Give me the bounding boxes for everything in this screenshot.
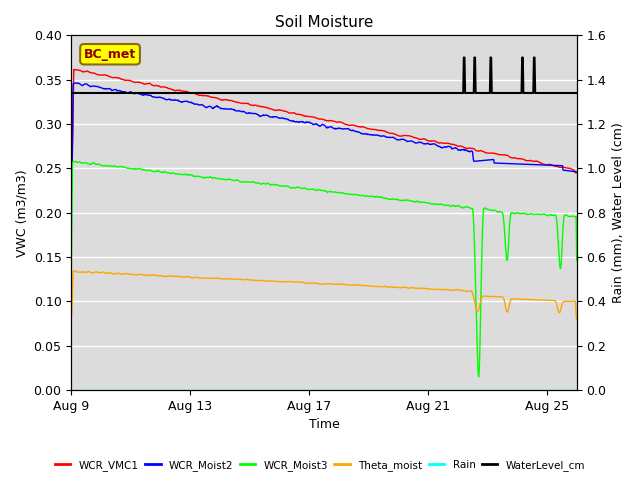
WaterLevel_cm bbox=[460, 55, 468, 60]
X-axis label: Time: Time bbox=[308, 419, 339, 432]
Line: WCR_VMC1: WCR_VMC1 bbox=[71, 69, 577, 173]
Legend: WCR_VMC1, WCR_Moist2, WCR_Moist3, Theta_moist, Rain, WaterLevel_cm: WCR_VMC1, WCR_Moist2, WCR_Moist3, Theta_… bbox=[51, 456, 589, 475]
Theta_moist bbox=[170, 273, 178, 279]
WCR_Moist3 bbox=[372, 194, 380, 200]
WCR_VMC1 bbox=[330, 119, 337, 124]
WCR_Moist2 bbox=[372, 132, 380, 138]
Theta_moist bbox=[125, 271, 133, 277]
WCR_Moist3 bbox=[330, 189, 337, 195]
WaterLevel_cm bbox=[454, 90, 461, 96]
Theta_moist bbox=[573, 316, 580, 322]
WCR_Moist3 bbox=[67, 273, 75, 279]
WCR_Moist2 bbox=[125, 90, 133, 96]
WCR_VMC1 bbox=[170, 87, 178, 93]
WCR_Moist3 bbox=[71, 158, 79, 164]
Text: BC_met: BC_met bbox=[84, 48, 136, 61]
WaterLevel_cm bbox=[573, 90, 580, 96]
WCR_Moist2 bbox=[170, 97, 178, 103]
WCR_Moist2 bbox=[454, 147, 462, 153]
Rain bbox=[125, 387, 132, 393]
Rain bbox=[136, 387, 143, 393]
WCR_Moist3 bbox=[573, 258, 580, 264]
Theta_moist bbox=[454, 287, 462, 293]
Rain bbox=[170, 387, 177, 393]
Line: Theta_moist: Theta_moist bbox=[71, 271, 577, 319]
WCR_VMC1 bbox=[454, 144, 462, 149]
WCR_Moist3 bbox=[136, 166, 144, 171]
WCR_Moist2 bbox=[72, 80, 79, 86]
Y-axis label: Rain (mm), Water Level (cm): Rain (mm), Water Level (cm) bbox=[612, 122, 625, 303]
WCR_VMC1 bbox=[70, 66, 77, 72]
WCR_Moist2 bbox=[573, 169, 580, 175]
WCR_Moist3 bbox=[454, 203, 462, 208]
Theta_moist bbox=[330, 281, 337, 287]
Theta_moist bbox=[372, 284, 380, 289]
Line: WCR_Moist3: WCR_Moist3 bbox=[71, 161, 577, 377]
WCR_Moist3 bbox=[125, 166, 133, 171]
WaterLevel_cm bbox=[136, 90, 143, 96]
Rain bbox=[67, 387, 75, 393]
Line: WCR_Moist2: WCR_Moist2 bbox=[71, 83, 577, 174]
WCR_Moist2 bbox=[136, 91, 144, 97]
Y-axis label: VWC (m3/m3): VWC (m3/m3) bbox=[15, 169, 28, 256]
WaterLevel_cm bbox=[125, 90, 132, 96]
Rain bbox=[573, 387, 580, 393]
Theta_moist bbox=[67, 316, 75, 322]
WCR_Moist2 bbox=[330, 125, 337, 131]
WCR_Moist3 bbox=[170, 170, 178, 176]
WCR_VMC1 bbox=[67, 170, 75, 176]
WaterLevel_cm bbox=[372, 90, 380, 96]
Theta_moist bbox=[136, 272, 144, 277]
Title: Soil Moisture: Soil Moisture bbox=[275, 15, 373, 30]
Rain bbox=[329, 387, 337, 393]
Rain bbox=[454, 387, 461, 393]
Rain bbox=[372, 387, 380, 393]
WaterLevel_cm bbox=[67, 90, 75, 96]
WCR_VMC1 bbox=[573, 170, 580, 176]
WaterLevel_cm bbox=[170, 90, 177, 96]
WCR_Moist2 bbox=[67, 171, 75, 177]
Theta_moist bbox=[69, 268, 77, 274]
WCR_VMC1 bbox=[136, 80, 144, 85]
WCR_VMC1 bbox=[125, 77, 133, 83]
WCR_VMC1 bbox=[372, 127, 380, 132]
Line: WaterLevel_cm: WaterLevel_cm bbox=[71, 58, 577, 93]
WCR_Moist3 bbox=[475, 374, 483, 380]
WaterLevel_cm bbox=[329, 90, 337, 96]
